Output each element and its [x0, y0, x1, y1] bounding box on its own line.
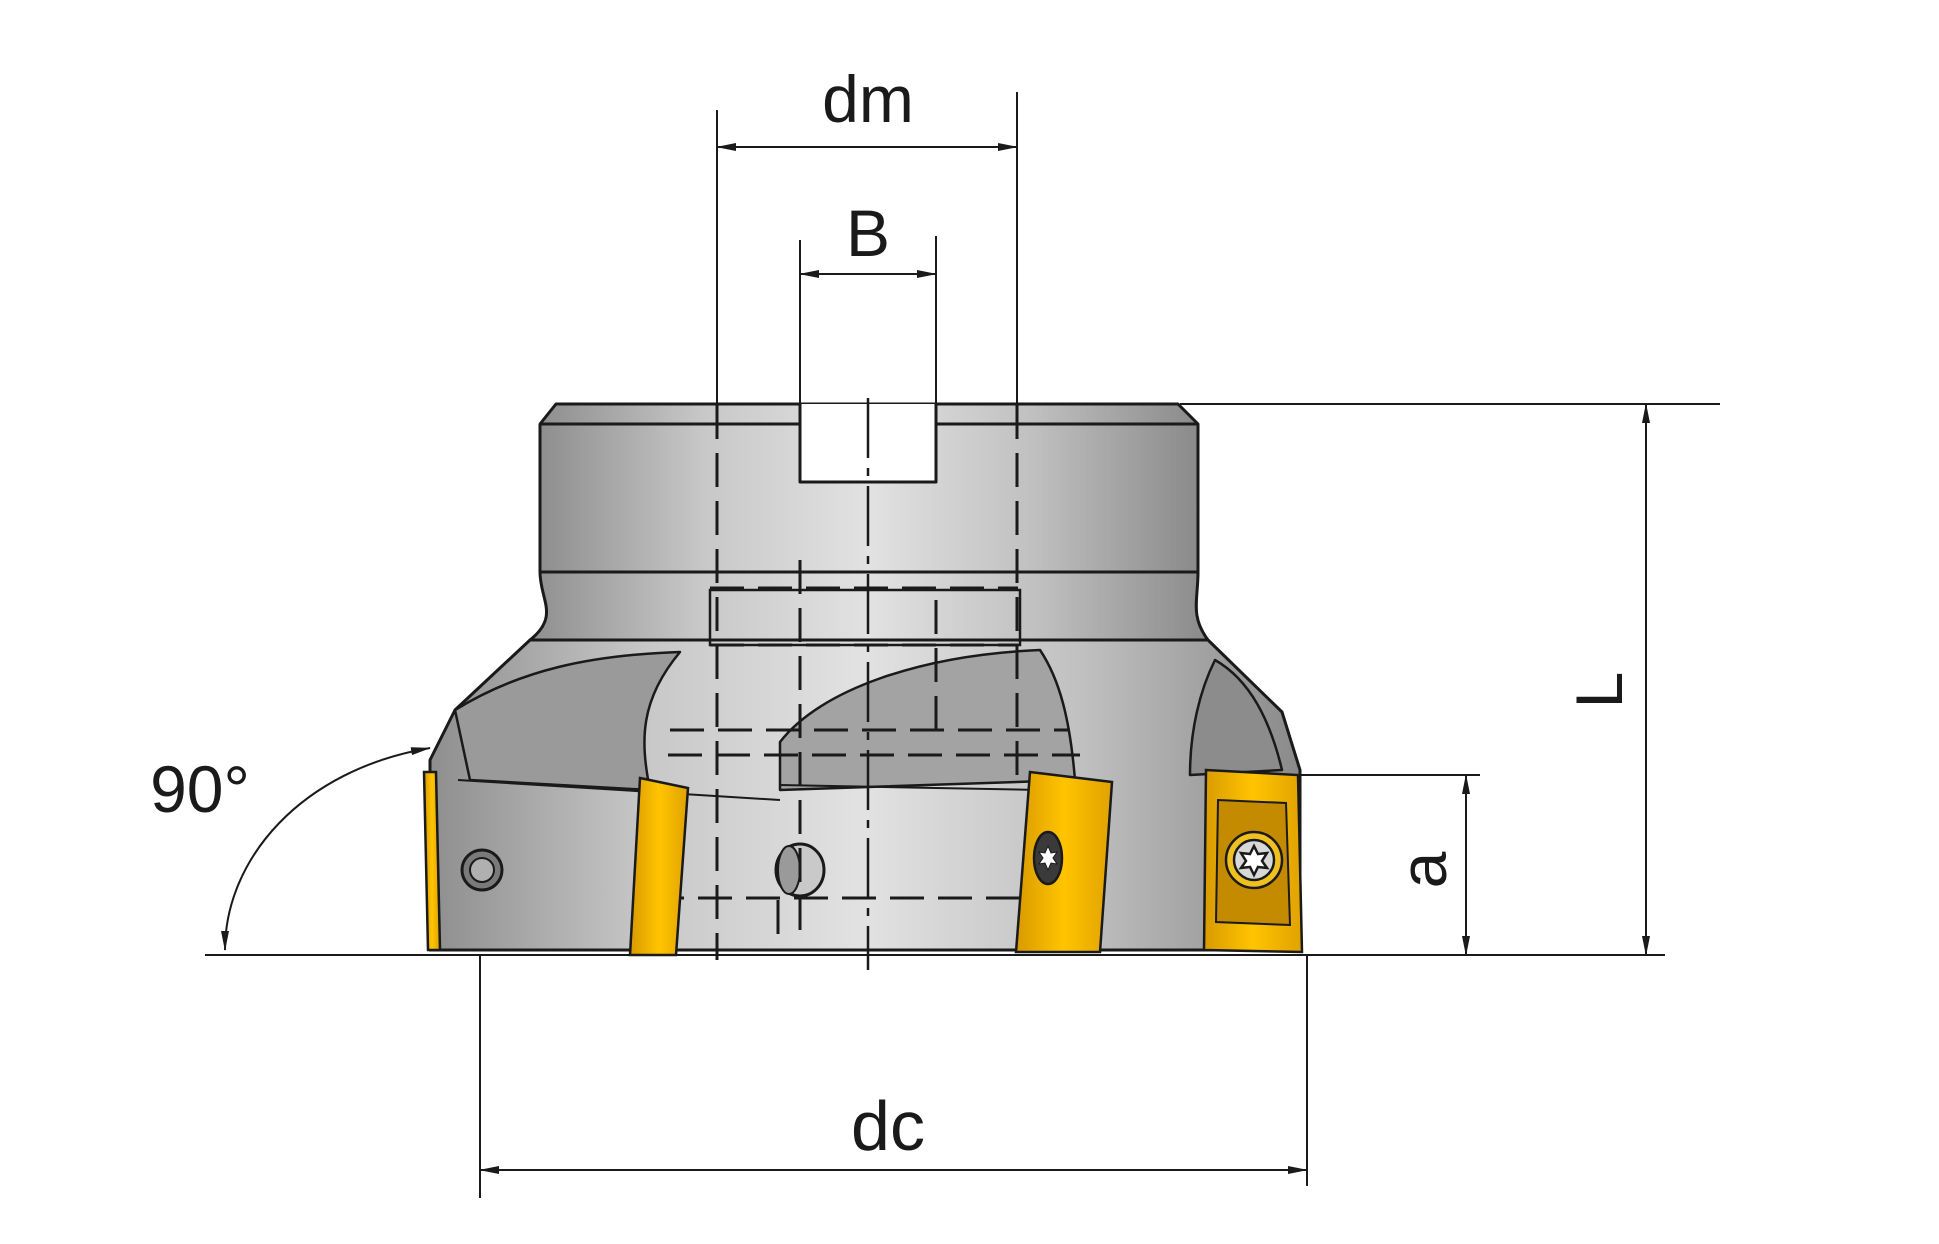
torx-screw-icon — [1224, 830, 1284, 890]
label-l: L — [1562, 672, 1636, 709]
label-dc: dc — [851, 1087, 925, 1165]
dim-angle-arc — [221, 747, 431, 951]
label-angle: 90° — [150, 752, 250, 826]
label-dm: dm — [822, 62, 914, 136]
label-b: B — [846, 196, 890, 270]
cutter-body — [428, 402, 1302, 952]
dimension-lines — [221, 143, 1650, 1174]
chip-flute-3 — [1188, 658, 1284, 777]
cutting-insert-icon — [422, 770, 442, 952]
label-a: a — [1386, 851, 1460, 888]
cutting-inserts — [422, 768, 1304, 957]
chip-flute-1 — [453, 650, 682, 792]
coolant-hole-left-inner — [469, 857, 495, 883]
chip-flute-2 — [778, 648, 1077, 792]
torx-screw-icon — [1032, 830, 1064, 886]
cutting-insert-icon — [1014, 770, 1114, 954]
bore-recess — [708, 588, 1022, 647]
extension-lines — [205, 92, 1720, 1198]
